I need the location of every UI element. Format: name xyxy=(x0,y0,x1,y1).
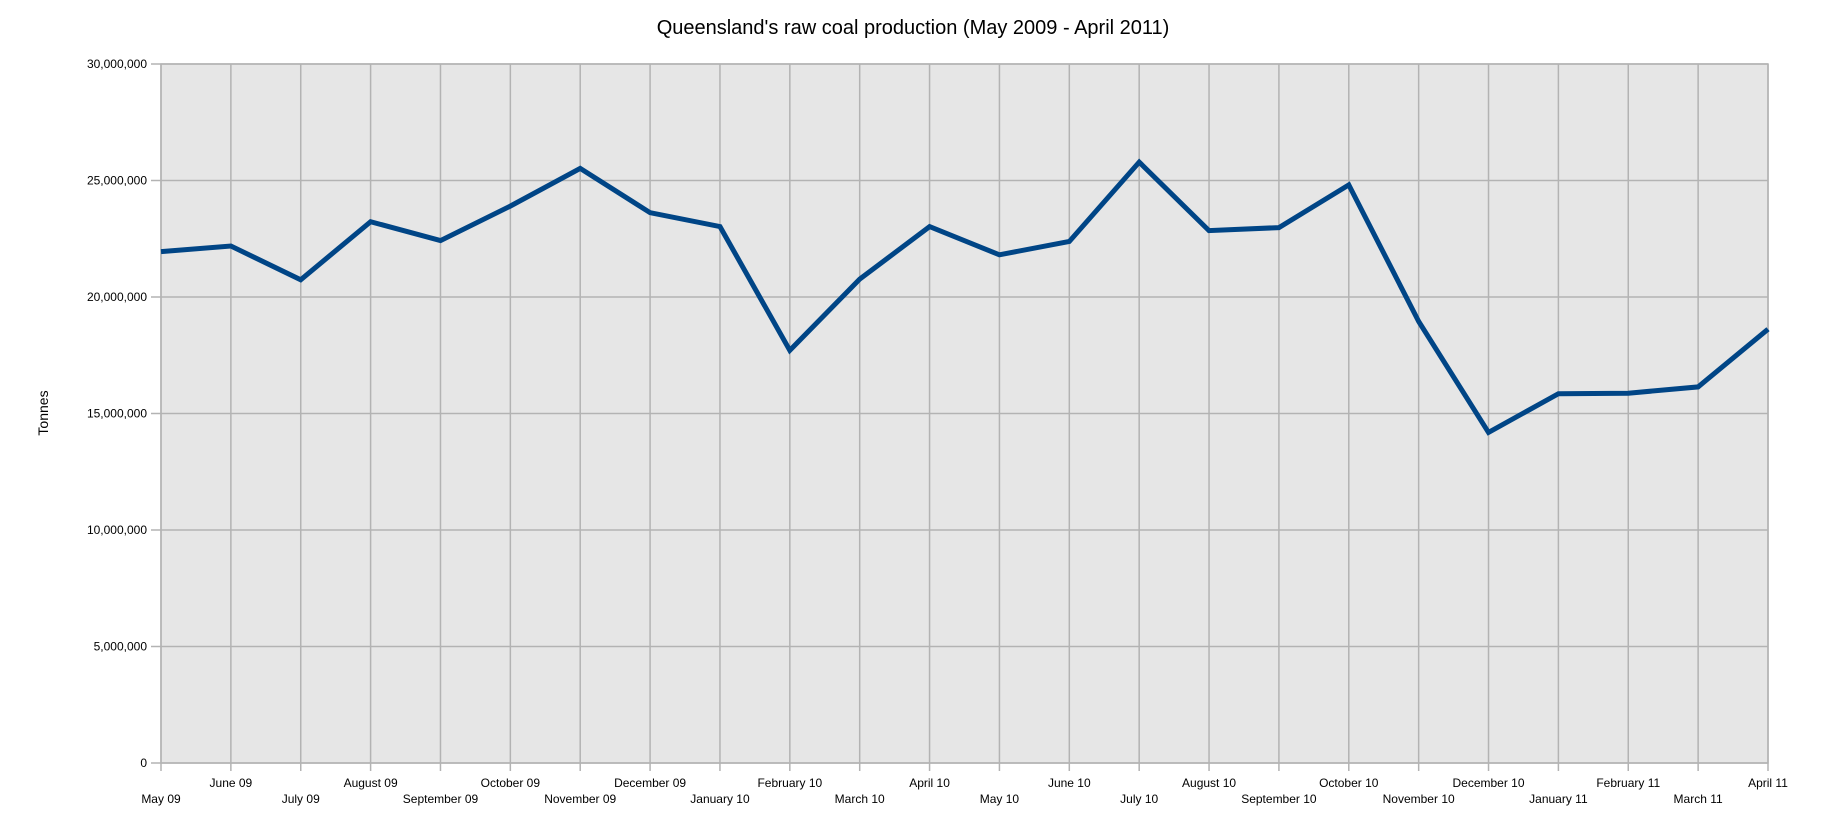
x-tick-label: July 10 xyxy=(1120,792,1158,806)
y-tick-label: 20,000,000 xyxy=(87,290,147,304)
x-tick-label: May 09 xyxy=(141,792,181,806)
x-tick-label: December 09 xyxy=(614,776,686,790)
y-axis-label: Tonnes xyxy=(35,390,51,435)
x-axis-ticks: May 09 June 09 July 09 August 09 September 0… xyxy=(141,763,1788,806)
x-tick-label: May 10 xyxy=(980,792,1020,806)
x-tick-label: July 09 xyxy=(282,792,320,806)
y-axis-ticks: 0 5,000,000 10,000,000 15,000,000 20,000,000… xyxy=(87,57,161,770)
x-tick-label: March 11 xyxy=(1674,792,1723,806)
data-points xyxy=(160,161,1769,433)
y-tick-label: 25,000,000 xyxy=(87,174,147,188)
x-tick-label: February 10 xyxy=(757,776,822,790)
vertical-gridlines xyxy=(160,64,1769,763)
y-tick-label: 10,000,000 xyxy=(87,523,147,537)
x-tick-label: April 11 xyxy=(1748,776,1788,790)
y-tick-label: 15,000,000 xyxy=(87,407,147,421)
x-tick-label: January 11 xyxy=(1529,792,1588,806)
x-tick-label: October 09 xyxy=(481,776,541,790)
x-tick-label: September 09 xyxy=(403,792,479,806)
x-tick-label: March 10 xyxy=(835,792,885,806)
horizontal-gridlines xyxy=(161,63,1768,764)
x-tick-label: October 10 xyxy=(1319,776,1379,790)
x-tick-label: August 10 xyxy=(1182,776,1236,790)
x-tick-label: December 10 xyxy=(1452,776,1524,790)
x-tick-label: September 10 xyxy=(1241,792,1317,806)
chart-title: Queensland's raw coal production (May 20… xyxy=(657,17,1170,39)
x-tick-label: August 09 xyxy=(344,776,398,790)
x-tick-label: February 11 xyxy=(1596,776,1660,790)
x-tick-label: November 09 xyxy=(544,792,616,806)
x-tick-label: June 09 xyxy=(210,776,253,790)
y-tick-label: 30,000,000 xyxy=(87,57,147,71)
x-tick-label: January 10 xyxy=(690,792,750,806)
x-tick-label: June 10 xyxy=(1048,776,1091,790)
x-tick-label: November 10 xyxy=(1383,792,1455,806)
series-line-tonnes xyxy=(160,158,1770,436)
y-tick-label: 5,000,000 xyxy=(94,640,148,654)
x-tick-label: April 10 xyxy=(909,776,950,790)
y-tick-label: 0 xyxy=(140,756,147,770)
